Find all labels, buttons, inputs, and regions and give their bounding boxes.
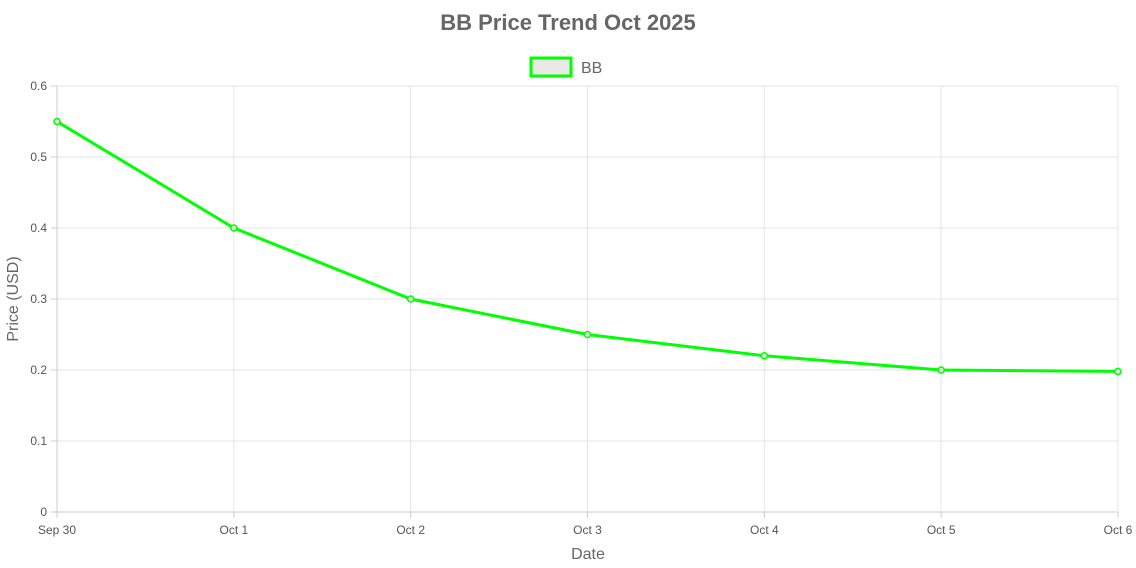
- y-tick-label: 0.2: [30, 363, 47, 377]
- x-tick-label: Sep 30: [38, 523, 76, 537]
- y-axis-title: Price (USD): [5, 256, 22, 341]
- x-tick-label: Oct 2: [396, 523, 425, 537]
- legend-swatch-bb[interactable]: [529, 56, 573, 78]
- chart-title: BB Price Trend Oct 2025: [440, 10, 696, 35]
- series-bb: [53, 117, 1122, 376]
- legend-label-bb[interactable]: BB: [581, 60, 602, 77]
- y-tick-label: 0.5: [30, 150, 47, 164]
- x-tick-label: Oct 4: [750, 523, 779, 537]
- gridlines: [51, 85, 1119, 518]
- y-tick-label: 0.4: [30, 221, 47, 235]
- data-point-bb: [583, 330, 592, 339]
- x-axis-title: Date: [571, 546, 605, 563]
- y-tick-label: 0.6: [30, 79, 47, 93]
- data-point-bb: [406, 295, 415, 303]
- y-tick-label: 0: [40, 505, 47, 519]
- x-tick-label: Oct 1: [219, 523, 248, 537]
- y-tick-label: 0.1: [30, 434, 47, 448]
- data-point-bb: [230, 224, 238, 232]
- x-tick-label: Oct 3: [573, 523, 602, 537]
- data-point-bb: [1114, 367, 1122, 376]
- data-point-bb: [760, 352, 769, 360]
- y-axis-ticks: 0 0.1 0.2 0.3 0.4 0.5 0.6: [30, 79, 47, 519]
- x-axis-ticks: Sep 30 Oct 1 Oct 2 Oct 3 Oct 4 Oct 5 Oct 6: [38, 523, 1133, 537]
- x-tick-label: Oct 5: [927, 523, 956, 537]
- x-tick-label: Oct 6: [1104, 523, 1133, 537]
- data-point-bb: [53, 117, 61, 126]
- data-point-bb: [937, 366, 945, 374]
- y-tick-label: 0.3: [30, 292, 47, 306]
- legend[interactable]: BB: [529, 56, 602, 78]
